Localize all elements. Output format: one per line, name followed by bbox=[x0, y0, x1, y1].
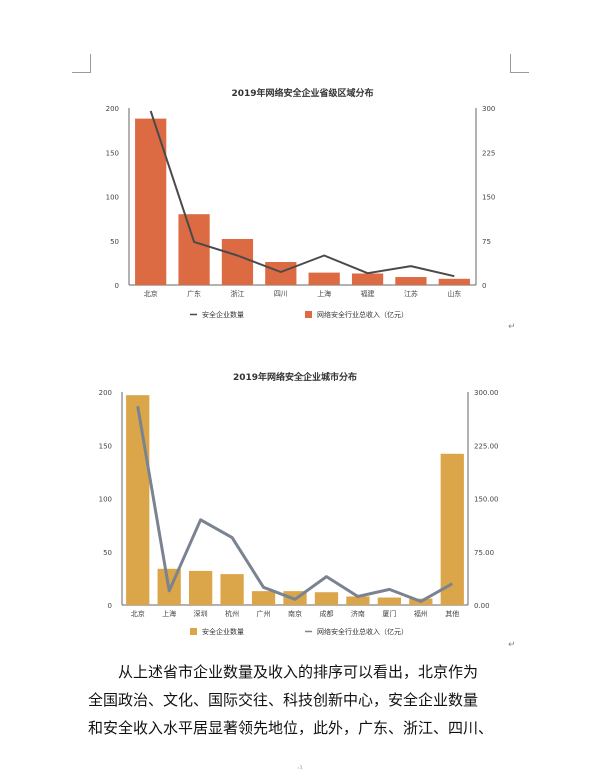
x-axis-tick-label: 成都 bbox=[319, 609, 333, 618]
bar bbox=[265, 261, 297, 285]
x-axis-tick-label: 福州 bbox=[414, 609, 428, 618]
left-axis-tick-label: 200 bbox=[106, 105, 119, 113]
chart-title: 2019年网络安全企业城市分布 bbox=[233, 371, 357, 383]
left-axis-tick-label: 100 bbox=[99, 496, 112, 504]
series-line bbox=[149, 110, 455, 278]
right-axis-tick-label: 300.00 bbox=[474, 389, 499, 397]
right-axis-tick-label: 0.00 bbox=[474, 602, 490, 610]
body-text-line: 和安全收入水平居显著领先地位，此外，广东、浙江、四川、 bbox=[88, 719, 494, 737]
bar bbox=[135, 118, 167, 285]
bar bbox=[351, 273, 384, 285]
page-mark: ·¹ bbox=[297, 764, 303, 773]
bar bbox=[314, 592, 339, 605]
right-axis-tick-label: 150 bbox=[482, 194, 495, 202]
x-axis-tick-label: 广州 bbox=[257, 609, 271, 618]
series-line bbox=[136, 405, 454, 603]
bar bbox=[377, 597, 402, 605]
right-axis-tick-label: 75.00 bbox=[474, 549, 494, 557]
right-axis-tick-label: 300 bbox=[482, 105, 495, 113]
bar bbox=[346, 596, 370, 605]
legend-swatch-bar bbox=[190, 628, 197, 635]
paragraph-mark: ↵ bbox=[508, 322, 516, 332]
body-text-line: 从上述省市企业数量及收入的排序可以看出，北京作为 bbox=[118, 663, 479, 681]
left-axis-tick-label: 0 bbox=[115, 282, 119, 290]
x-axis-tick-label: 厦门 bbox=[382, 609, 396, 618]
bar bbox=[221, 238, 254, 285]
bar bbox=[308, 272, 340, 285]
chart-title: 2019年网络安全企业省级区域分布 bbox=[231, 87, 373, 99]
city-distribution-chart: 2019年网络安全企业城市分布 0 50 100 150 200 0.00 75.00 150.… bbox=[99, 371, 499, 636]
legend-label: 网络安全行业总收入（亿元） bbox=[317, 310, 408, 319]
bar bbox=[126, 395, 150, 605]
x-axis-tick-label: 杭州 bbox=[225, 609, 239, 618]
x-axis-tick-label: 广东 bbox=[187, 289, 201, 298]
right-axis-tick-label: 0 bbox=[482, 282, 486, 290]
bar bbox=[251, 591, 276, 605]
x-axis-tick-label: 其他 bbox=[445, 609, 459, 618]
bar bbox=[440, 453, 464, 605]
x-axis-tick-label: 上海 bbox=[317, 289, 331, 298]
bar bbox=[178, 214, 210, 285]
bar bbox=[438, 278, 470, 285]
x-axis-tick-label: 山东 bbox=[447, 289, 461, 298]
x-axis-tick-label: 济南 bbox=[351, 609, 365, 618]
x-axis-tick-label: 上海 bbox=[162, 609, 176, 618]
left-axis-tick-label: 50 bbox=[103, 549, 112, 557]
body-text: 从上述省市企业数量及收入的排序可以看出，北京作为 全国政治、文化、国际交往、科技… bbox=[88, 658, 518, 742]
left-axis-tick-label: 200 bbox=[99, 389, 112, 397]
x-axis-tick-label: 深圳 bbox=[194, 609, 208, 618]
right-axis-tick-label: 75 bbox=[482, 238, 491, 246]
x-axis-tick-label: 北京 bbox=[131, 609, 145, 618]
legend-label: 网络安全行业总收入（亿元） bbox=[317, 627, 408, 636]
body-text-line: 全国政治、文化、国际交往、科技创新中心，安全企业数量 bbox=[88, 691, 479, 709]
crop-mark-top-right bbox=[510, 54, 529, 73]
right-axis-tick-label: 150.00 bbox=[474, 496, 499, 504]
crop-mark-top-left bbox=[72, 54, 91, 73]
legend-swatch-bar bbox=[305, 311, 312, 318]
bar bbox=[220, 574, 244, 605]
left-axis-tick-label: 150 bbox=[99, 442, 112, 450]
x-axis-tick-label: 福建 bbox=[361, 289, 375, 298]
right-axis-tick-label: 225 bbox=[482, 149, 495, 157]
left-axis-tick-label: 50 bbox=[110, 238, 119, 246]
bar bbox=[188, 570, 213, 605]
x-axis-tick-label: 浙江 bbox=[230, 289, 244, 298]
x-axis-tick-label: 四川 bbox=[274, 290, 288, 298]
bar bbox=[395, 277, 427, 285]
x-axis-tick-label: 江苏 bbox=[404, 289, 418, 298]
x-axis-tick-label: 北京 bbox=[144, 289, 158, 298]
right-axis-tick-label: 225.00 bbox=[474, 442, 499, 450]
province-distribution-chart: 2019年网络安全企业省级区域分布 0 50 100 150 200 0 75 150 225 30… bbox=[106, 87, 496, 319]
left-axis-tick-label: 100 bbox=[106, 194, 119, 202]
legend-label: 安全企业数量 bbox=[202, 310, 244, 319]
left-axis-tick-label: 150 bbox=[106, 149, 119, 157]
legend-label: 安全企业数量 bbox=[202, 627, 244, 636]
x-axis-tick-label: 南京 bbox=[288, 609, 302, 618]
left-axis-tick-label: 0 bbox=[108, 602, 112, 610]
paragraph-mark: ↵ bbox=[508, 640, 516, 650]
